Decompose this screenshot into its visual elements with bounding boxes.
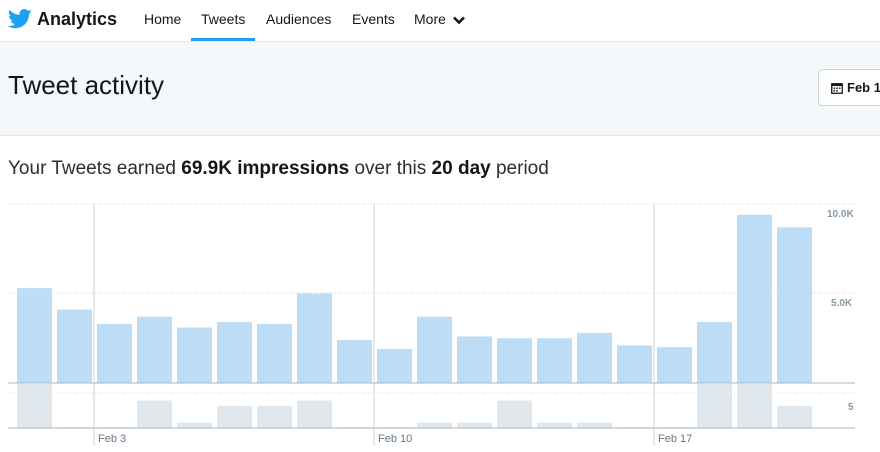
impressions-bar[interactable] xyxy=(577,332,612,383)
calendar-icon xyxy=(831,82,843,94)
tweets-bar[interactable] xyxy=(217,406,252,428)
xtick-feb-17: Feb 17 xyxy=(658,433,692,445)
summary-middle: over this xyxy=(349,158,432,179)
page-title: Tweet activity xyxy=(8,70,165,100)
analytics-brand[interactable]: Analytics xyxy=(8,6,117,32)
impressions-bar[interactable] xyxy=(777,227,812,383)
tweets-bar[interactable] xyxy=(737,384,772,428)
ytick-5k: 5.0K xyxy=(831,298,853,309)
nav-more[interactable]: More xyxy=(414,0,465,41)
tweets-bar[interactable] xyxy=(417,422,452,429)
tweets-bar[interactable] xyxy=(497,400,532,429)
impressions-bar[interactable] xyxy=(497,338,532,383)
summary-prefix: Your Tweets earned xyxy=(8,158,182,179)
impressions-summary: Your Tweets earned 69.9K impressions ove… xyxy=(8,158,549,180)
impressions-bar[interactable] xyxy=(97,323,132,383)
chevron-down-icon xyxy=(452,16,465,25)
summary-days: 20 day xyxy=(431,158,491,179)
tweets-bar[interactable] xyxy=(537,422,572,429)
impressions-bar[interactable] xyxy=(337,340,372,383)
xtick-feb-3: Feb 3 xyxy=(98,433,126,445)
impressions-bar[interactable] xyxy=(57,309,92,383)
nav-more-label: More xyxy=(414,11,446,27)
tweets-bar[interactable] xyxy=(777,406,812,428)
top-nav: Analytics Home Tweets Audiences Events M… xyxy=(0,0,880,42)
ytick-10k: 10.0K xyxy=(827,209,854,220)
impressions-bar[interactable] xyxy=(377,348,412,383)
twitter-bird-icon xyxy=(8,9,32,29)
date-range-button[interactable]: Feb 1 xyxy=(818,69,880,106)
impressions-bar[interactable] xyxy=(737,214,772,383)
impressions-bar[interactable] xyxy=(617,345,652,383)
tweets-bar[interactable] xyxy=(257,406,292,428)
tweets-bar[interactable] xyxy=(297,400,332,429)
tweets-bar[interactable] xyxy=(577,422,612,429)
impressions-bars xyxy=(17,214,812,384)
impressions-chart: 10.0K 5.0K 5 Feb 3 Feb 10 Feb 17 xyxy=(8,203,855,446)
tweets-bar[interactable] xyxy=(697,384,732,428)
tweets-bar[interactable] xyxy=(457,422,492,429)
ytick-tweets-5: 5 xyxy=(848,402,854,413)
nav-events[interactable]: Events xyxy=(352,11,395,27)
tweets-bar[interactable] xyxy=(17,384,52,428)
impressions-bar[interactable] xyxy=(17,288,52,383)
impressions-bar[interactable] xyxy=(297,293,332,384)
xtick-feb-10: Feb 10 xyxy=(378,433,412,445)
tweets-bars xyxy=(17,384,812,428)
impressions-bar[interactable] xyxy=(457,336,492,383)
page-header: Tweet activity Feb 1 xyxy=(0,42,880,136)
impressions-bar[interactable] xyxy=(697,322,732,383)
impressions-bar[interactable] xyxy=(657,347,692,383)
nav-audiences[interactable]: Audiences xyxy=(266,11,332,27)
impressions-bar[interactable] xyxy=(417,316,452,383)
nav-home[interactable]: Home xyxy=(144,11,182,27)
tweets-bar[interactable] xyxy=(137,400,172,429)
impressions-bar[interactable] xyxy=(137,316,172,383)
summary-suffix: period xyxy=(490,158,549,179)
impressions-bar[interactable] xyxy=(537,338,572,383)
impressions-bar[interactable] xyxy=(177,327,212,383)
tweets-bar[interactable] xyxy=(177,422,212,429)
nav-tweets[interactable]: Tweets xyxy=(191,0,256,41)
impressions-bar[interactable] xyxy=(257,323,292,383)
date-range-label: Feb 1 xyxy=(847,80,880,95)
impressions-bar[interactable] xyxy=(217,322,252,383)
summary-impressions: 69.9K impressions xyxy=(181,158,350,179)
brand-title: Analytics xyxy=(37,8,118,29)
